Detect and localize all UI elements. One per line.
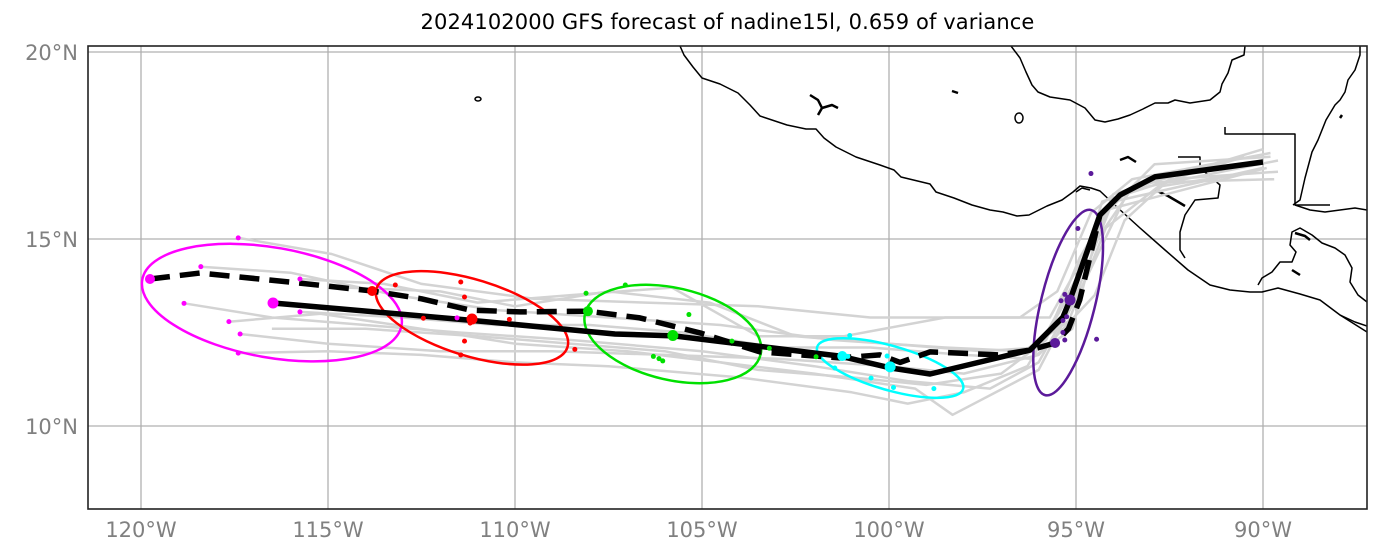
lake-nicaragua [1294,231,1311,241]
member-point [583,290,589,296]
member-point [462,294,468,300]
member-point [1075,226,1081,232]
x-tick-label: 120°W [105,518,177,542]
member-point [237,331,243,337]
dashed-point [582,306,593,317]
member-point [1094,336,1100,342]
lagoon-coast [1075,187,1091,193]
member-point [1062,291,1068,297]
coastline-mexico-pacific [679,46,1367,333]
mean-point [667,329,679,341]
lake-coast-1 [1119,155,1137,164]
coastline-gulf [1010,46,1246,123]
island-small-west [474,96,482,102]
member-point [458,279,464,285]
x-tick-label: 115°W [292,518,364,542]
mean-point [884,361,896,373]
member-point [462,338,468,344]
member-point [1088,171,1094,177]
dashed-track [149,214,1103,366]
member-point [1058,298,1064,304]
member-point [650,353,656,359]
x-tick-label: 95°W [1047,518,1105,542]
member-point [890,384,896,390]
member-point [392,282,398,288]
member-point [931,386,937,392]
member-point [656,356,662,362]
time-points [144,171,1100,392]
coastline-nicaragua [1339,314,1367,327]
dashed-point [144,274,155,285]
ensemble-tracks [183,148,1279,417]
x-tick-label: 110°W [479,518,551,542]
member-point [297,309,303,315]
y-tick-label: 10°N [25,415,78,439]
lake-coast-2 [1154,188,1186,208]
y-tick-label: 15°N [25,228,78,252]
member-point [813,354,819,360]
member-point [1062,337,1068,343]
member-point [847,332,853,338]
mean-point [267,297,279,309]
chart-title: 2024102000 GFS forecast of nadine15l, 0.… [420,10,1035,34]
lake-honduras [1291,268,1301,277]
member-point [1064,314,1070,320]
x-tick-labels: 120°W 115°W 110°W 105°W 100°W 95°W 90°W [105,518,1292,542]
member-point [420,315,426,321]
member-point [884,353,890,359]
coastline-el-salvador [1257,227,1367,303]
lake-chapala [809,93,839,116]
border-mexico-guatemala [1224,127,1330,206]
y-tick-labels: 20°N 15°N 10°N [25,41,78,439]
coastline-yucatan-east [1292,46,1361,206]
member-point [729,338,735,344]
x-tick-label: 105°W [666,518,738,542]
island-lake [1014,112,1024,124]
member-point [1060,318,1066,324]
member-point [622,282,628,288]
main-tracks [149,159,1264,377]
dashed-point [837,351,848,362]
mean-point [1064,294,1076,306]
ensemble-track [183,166,1268,390]
member-point [686,312,692,318]
coastline-honduras [1294,204,1367,213]
border-guatemala [1178,156,1221,259]
island-small-central [951,89,959,95]
gridlines [88,46,1367,509]
plot-frame [87,45,1368,510]
member-point [868,375,874,381]
uncertainty-ellipse [1032,208,1105,397]
mean-track [272,159,1264,377]
dashed-point [367,285,378,296]
member-point [832,365,838,371]
member-point [454,315,460,321]
x-tick-label: 100°W [853,518,925,542]
member-point [198,264,204,270]
ensemble-track [237,151,1271,319]
member-point [766,345,772,351]
y-tick-label: 20°N [25,41,78,65]
x-tick-label: 90°W [1234,518,1292,542]
dashed-point [1050,337,1061,348]
member-point [660,358,666,364]
member-point [572,346,578,352]
member-point [226,319,232,325]
member-point [1060,330,1066,335]
coastlines [474,46,1367,333]
member-point [297,276,303,282]
mean-point [466,313,478,325]
member-point [235,350,241,356]
island-belize [1338,114,1344,119]
member-point [458,352,464,358]
member-point [506,316,512,322]
uncertainty-ellipse [815,336,965,400]
member-point [235,235,241,241]
member-point [181,300,187,306]
